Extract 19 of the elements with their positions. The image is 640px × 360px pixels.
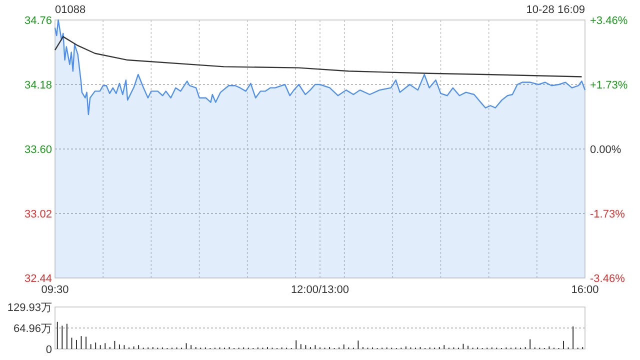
y-tick-label: 34.18: [24, 79, 52, 92]
y-tick-label: 32.44: [24, 272, 52, 285]
y2-tick-label: 0.00%: [590, 144, 622, 156]
y-tick-label: 33.02: [24, 208, 52, 220]
chart-title: 01088: [55, 4, 86, 16]
y2-tick-label: -3.46%: [590, 272, 626, 285]
y-tick-label: 34.76: [24, 14, 52, 27]
line-series: [54, 36, 582, 78]
y-tick-label: 0: [46, 344, 52, 356]
y-tick-label: 129.93万: [7, 302, 52, 314]
y2-tick-label: +1.73%: [590, 79, 628, 92]
x-tick-label: 16:00: [571, 284, 599, 296]
y2-tick-label: +3.46%: [590, 14, 628, 27]
y-tick-label: 64.96万: [13, 322, 52, 335]
x-tick-label: 12:00/13:00: [290, 284, 350, 296]
x-tick-label: 09:30: [41, 284, 69, 296]
y-tick-label: 33.60: [24, 144, 52, 156]
y2-tick-label: -1.73%: [590, 208, 626, 220]
text: 10-28 16:09: [526, 4, 585, 16]
